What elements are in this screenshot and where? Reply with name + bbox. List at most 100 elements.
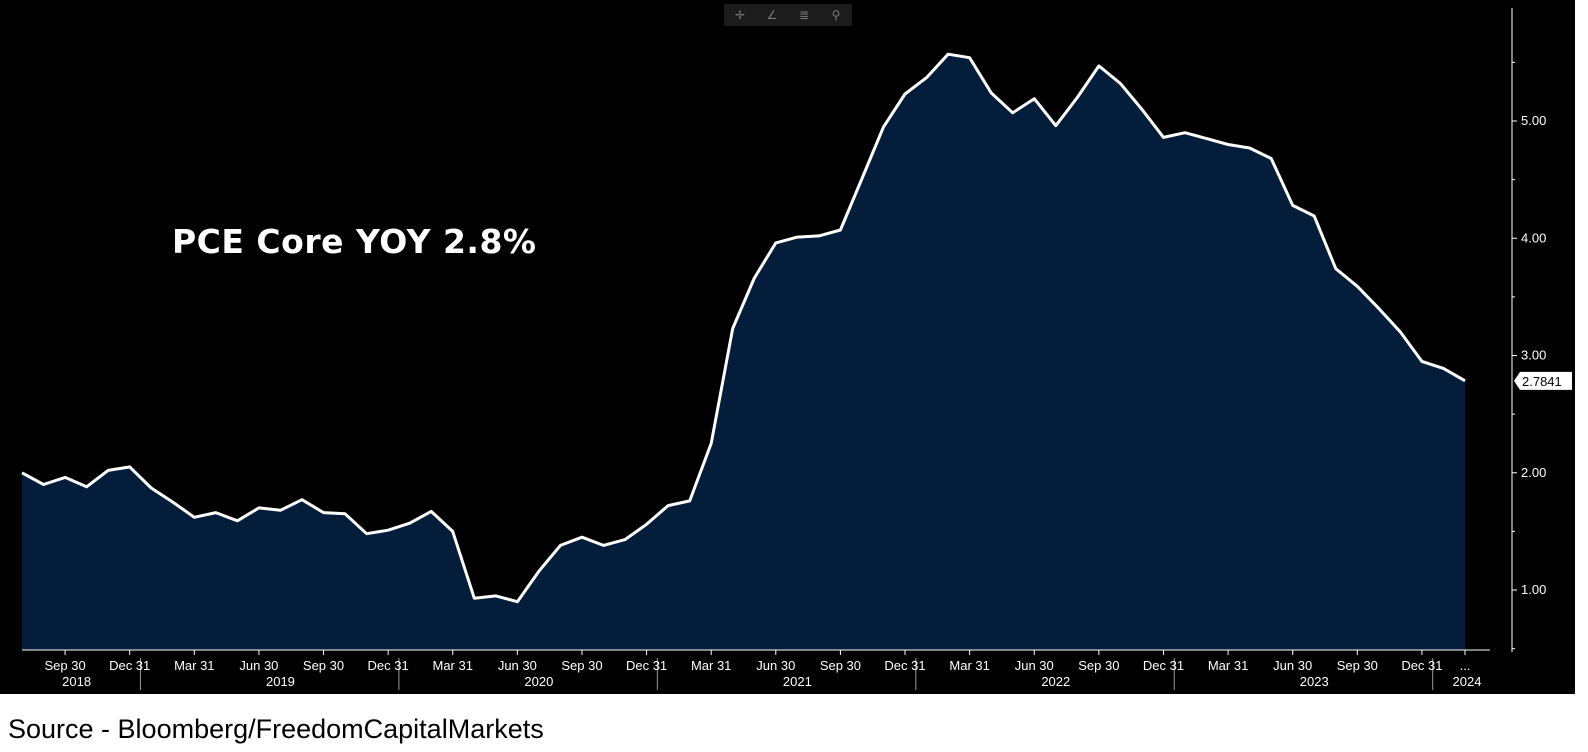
data-point: [1248, 146, 1252, 150]
crosshair-icon[interactable]: ✛: [734, 8, 746, 22]
x-tick-label: Mar 31: [1208, 658, 1248, 673]
data-point: [451, 529, 455, 533]
data-point: [192, 515, 196, 519]
data-point: [1291, 203, 1295, 207]
data-point: [1097, 64, 1101, 68]
year-label: 2021: [783, 674, 812, 689]
data-point: [494, 594, 498, 598]
x-tick-label: Mar 31: [949, 658, 989, 673]
data-point: [666, 504, 670, 508]
data-point: [602, 543, 606, 547]
data-point: [1355, 284, 1359, 288]
data-point: [149, 486, 153, 490]
data-point: [20, 471, 24, 475]
y-tick-label: 1.00: [1521, 582, 1546, 597]
y-tick-label: 4.00: [1521, 230, 1546, 245]
x-tick-label: Dec 31: [109, 658, 150, 673]
data-point: [235, 519, 239, 523]
data-point: [386, 528, 390, 532]
data-point: [860, 177, 864, 181]
data-point: [1312, 214, 1316, 218]
data-point: [1463, 379, 1467, 383]
x-tick-label: Mar 31: [691, 658, 731, 673]
y-tick-label: 5.00: [1521, 113, 1546, 128]
x-tick-label: Mar 31: [433, 658, 473, 673]
zoom-icon[interactable]: ⚲: [831, 8, 841, 22]
data-point: [1011, 111, 1015, 115]
list-icon[interactable]: ≣: [798, 8, 810, 22]
y-tick-label: 3.00: [1521, 348, 1546, 363]
chart-annotation: PCE Core YOY 2.8%: [172, 222, 537, 261]
data-point: [322, 511, 326, 515]
data-point: [1032, 97, 1036, 101]
data-point: [171, 500, 175, 504]
data-point: [1162, 135, 1166, 139]
data-point: [989, 91, 993, 95]
x-tick-label: Jun 30: [1273, 658, 1312, 673]
data-point: [795, 235, 799, 239]
x-tick-label: Jun 30: [239, 658, 278, 673]
x-tick-label: Dec 31: [1143, 658, 1184, 673]
draw-line-icon[interactable]: ∠: [766, 8, 778, 22]
data-point: [1183, 131, 1187, 135]
x-tick-label: Sep 30: [44, 658, 85, 673]
data-point: [408, 521, 412, 525]
data-point: [903, 92, 907, 96]
year-label: 2019: [266, 674, 295, 689]
data-point: [429, 509, 433, 513]
data-point: [1442, 366, 1446, 370]
data-point: [1377, 307, 1381, 311]
data-point: [645, 522, 649, 526]
data-point: [128, 465, 132, 469]
chart-panel: 1.00 2.00 3.00 4.00 5.00 2.7841 Sep 30 Dec 31 Ma…: [0, 0, 1575, 694]
year-label: 2024: [1453, 674, 1482, 689]
year-label: 2018: [62, 674, 91, 689]
data-point: [214, 511, 218, 515]
data-point: [1420, 359, 1424, 363]
data-point: [1334, 267, 1338, 271]
x-tick-label: Mar 31: [174, 658, 214, 673]
x-tick-label: Jun 30: [498, 658, 537, 673]
data-point: [558, 543, 562, 547]
data-point: [882, 125, 886, 129]
x-tick-label: Sep 30: [820, 658, 861, 673]
data-point: [1054, 124, 1058, 128]
chart-svg: 1.00 2.00 3.00 4.00 5.00 2.7841 Sep 30 Dec 31 Ma…: [20, 8, 1572, 690]
x-tick-label: Sep 30: [303, 658, 344, 673]
data-point: [838, 228, 842, 232]
data-point: [1269, 157, 1273, 161]
data-point: [731, 327, 735, 331]
data-point: [106, 468, 110, 472]
data-point: [42, 483, 46, 487]
x-tick-label: Dec 31: [884, 658, 925, 673]
last-value-box: [1514, 371, 1572, 390]
data-point: [85, 485, 89, 489]
data-point: [752, 276, 756, 280]
chart-toolbar: ✛ ∠ ≣ ⚲: [724, 4, 852, 26]
x-tick-label: Sep 30: [1078, 658, 1119, 673]
series-line: [21, 52, 1466, 604]
last-value-label: 2.7841: [1522, 374, 1562, 389]
year-label: 2023: [1300, 674, 1329, 689]
data-point: [537, 569, 541, 573]
year-label: 2020: [524, 674, 553, 689]
data-point: [774, 241, 778, 245]
data-point: [968, 56, 972, 60]
data-point: [709, 441, 713, 445]
data-point: [688, 499, 692, 503]
data-point: [817, 234, 821, 238]
data-point: [1140, 107, 1144, 111]
x-tick-label: Jun 30: [1015, 658, 1054, 673]
data-point: [1118, 82, 1122, 86]
data-point: [1205, 137, 1209, 141]
x-tick-label: Dec 31: [1401, 658, 1442, 673]
data-point: [365, 532, 369, 536]
source-caption: Source - Bloomberg/FreedomCapitalMarkets: [8, 714, 544, 744]
data-point: [472, 596, 476, 600]
data-point: [1075, 96, 1079, 100]
data-point: [257, 506, 261, 510]
data-point: [925, 76, 929, 80]
data-point: [515, 600, 519, 604]
series-area: [22, 54, 1465, 650]
x-tick-label: Dec 31: [368, 658, 409, 673]
